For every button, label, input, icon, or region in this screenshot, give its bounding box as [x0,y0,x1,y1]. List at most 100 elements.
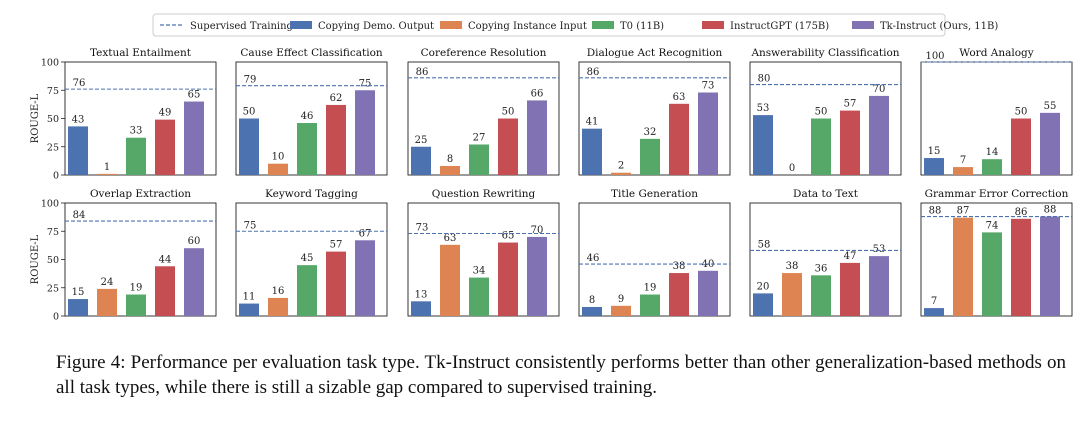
bar [498,242,518,316]
bar [97,173,117,175]
bar-value-label: 46 [301,111,314,122]
bar [326,104,346,175]
legend-swatch [702,21,724,29]
bar [239,118,259,175]
bar-value-label: 13 [415,289,428,300]
bar-value-label: 38 [673,261,686,272]
bar [355,90,375,175]
bar-value-label: 88 [1044,205,1057,216]
bar-value-label: 65 [188,90,201,101]
bar-value-label: 43 [72,114,85,125]
bar-value-label: 11 [243,292,256,303]
bar [498,118,518,175]
bar-value-label: 74 [986,220,999,231]
bar [640,294,660,316]
bar [411,301,431,316]
bar [869,95,889,175]
y-tick-label: 0 [53,171,59,182]
bar-value-label: 60 [188,236,201,247]
panel-title: Question Rewriting [432,188,536,200]
bar-value-label: 7 [960,155,966,166]
bar-value-label: 38 [786,261,799,272]
bar [811,118,831,175]
bar-value-label: 10 [272,152,285,163]
supervised-value-label: 88 [929,206,942,217]
bar-value-label: 62 [330,93,343,104]
bar-value-label: 34 [473,266,486,277]
bar-value-label: 20 [757,281,770,292]
bar-value-label: 53 [873,244,886,255]
bar-value-label: 57 [330,240,343,251]
bar-value-label: 0 [789,163,795,174]
bar-value-label: 1 [104,162,110,173]
supervised-value-label: 86 [587,67,600,78]
bar-value-label: 73 [702,81,715,92]
y-tick-label: 25 [47,142,59,153]
panel-title: Textual Entailment [90,47,192,59]
panel-title: Word Analogy [959,47,1033,59]
panel-title: Title Generation [611,188,698,200]
legend-label: InstructGPT (175B) [730,21,829,32]
bar [811,275,831,316]
bar-value-label: 53 [757,103,770,114]
bar [582,306,602,316]
bar-value-label: 15 [928,146,941,157]
bar-value-label: 44 [159,254,172,265]
bar-value-label: 47 [844,251,857,262]
bar [1011,118,1031,175]
bar [527,236,547,316]
bar-value-label: 32 [644,127,657,138]
bar-value-label: 14 [986,147,999,158]
bar [297,123,317,175]
bar [840,262,860,316]
bar [68,299,88,316]
panel-title: Keyword Tagging [265,188,358,200]
bar-value-label: 66 [531,88,544,99]
bar-value-label: 63 [673,92,686,103]
bar-value-label: 67 [359,228,372,239]
bar-value-label: 87 [957,206,970,217]
bar [953,217,973,316]
bar-value-label: 65 [502,231,515,242]
panel-title: Coreference Resolution [421,47,547,59]
bar [924,308,944,316]
y-tick-label: 75 [47,227,59,238]
bar [126,137,146,175]
bar [155,266,175,316]
y-tick-label: 25 [47,283,59,294]
bar-value-label: 45 [301,253,314,264]
bar-value-label: 57 [844,99,857,110]
bar-value-label: 63 [444,233,457,244]
bar-value-label: 33 [130,126,143,137]
supervised-value-label: 100 [925,51,944,62]
y-tick-label: 0 [53,312,59,323]
bar [869,256,889,316]
bar [782,273,802,316]
bar [698,92,718,175]
bar-value-label: 15 [72,287,85,298]
bar-value-label: 75 [359,78,372,89]
supervised-value-label: 46 [587,253,600,264]
legend-swatch [440,21,462,29]
bar [268,163,288,175]
bar [527,100,547,175]
bar-value-label: 25 [415,135,428,146]
bar [469,277,489,316]
supervised-value-label: 75 [244,220,257,231]
y-tick-label: 50 [47,114,59,125]
supervised-value-label: 58 [758,239,771,250]
bar [155,119,175,175]
bar-value-label: 86 [1015,207,1028,218]
bar-value-label: 8 [447,154,453,165]
bar [840,110,860,175]
figure-caption: Figure 4: Performance per evaluation tas… [56,352,1066,398]
bar [924,158,944,175]
bar-value-label: 19 [644,283,657,294]
bar [97,288,117,316]
legend-swatch [290,21,312,29]
bar-value-label: 9 [618,294,624,305]
legend-label: Supervised Training [190,21,294,32]
bar-value-label: 8 [589,295,595,306]
supervised-value-label: 79 [244,75,257,86]
